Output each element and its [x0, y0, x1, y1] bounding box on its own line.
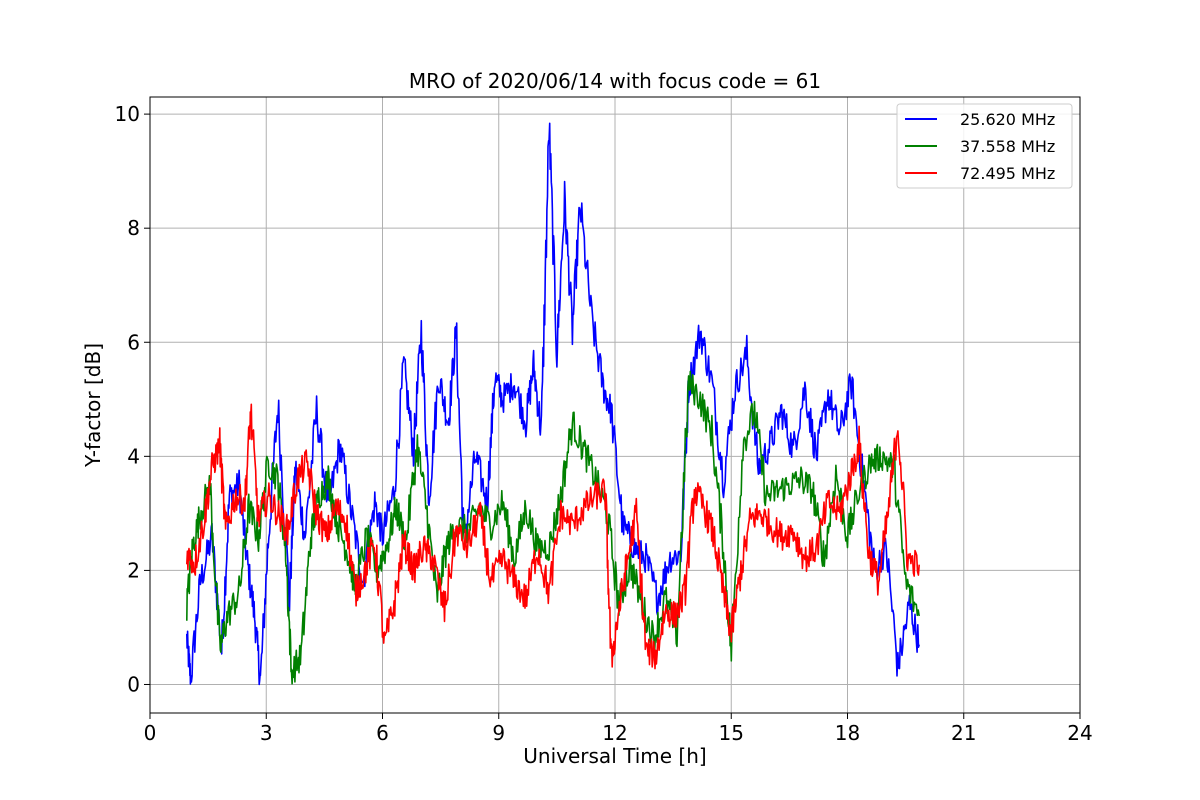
- y-tick-label: 6: [127, 330, 140, 354]
- x-tick-label: 12: [602, 721, 627, 745]
- legend-box: [896, 103, 1073, 189]
- legend-label: 25.620 MHz: [960, 110, 1055, 129]
- y-tick-label: 8: [127, 216, 140, 240]
- series-layer: [186, 122, 920, 686]
- x-tick-label: 15: [719, 721, 744, 745]
- y-tick-label: 4: [127, 444, 140, 468]
- series-line-3: [186, 403, 920, 670]
- y-axis-label: Y-factor [dB]: [81, 343, 105, 468]
- y-axis: 0 2 4 6 8 10: [115, 102, 150, 696]
- legend-label: 37.558 MHz: [960, 137, 1055, 156]
- y-tick-label: 0: [127, 672, 140, 696]
- x-tick-label: 6: [376, 721, 389, 745]
- legend: 25.620 MHz 37.558 MHz 72.495 MHz: [896, 103, 1073, 189]
- x-axis: 0 3 6 9 12 15 18 21 24: [144, 713, 1093, 745]
- legend-label: 72.495 MHz: [960, 164, 1055, 183]
- x-tick-label: 9: [492, 721, 505, 745]
- x-axis-label: Universal Time [h]: [523, 744, 706, 768]
- x-tick-label: 24: [1067, 721, 1092, 745]
- x-tick-label: 3: [260, 721, 273, 745]
- x-tick-label: 18: [835, 721, 860, 745]
- x-tick-label: 0: [144, 721, 157, 745]
- y-tick-label: 2: [127, 558, 140, 582]
- series-line-2: [186, 370, 920, 685]
- y-tick-label: 10: [115, 102, 140, 126]
- series-line-1: [186, 122, 920, 686]
- x-tick-label: 21: [951, 721, 976, 745]
- chart-title: MRO of 2020/06/14 with focus code = 61: [409, 69, 821, 93]
